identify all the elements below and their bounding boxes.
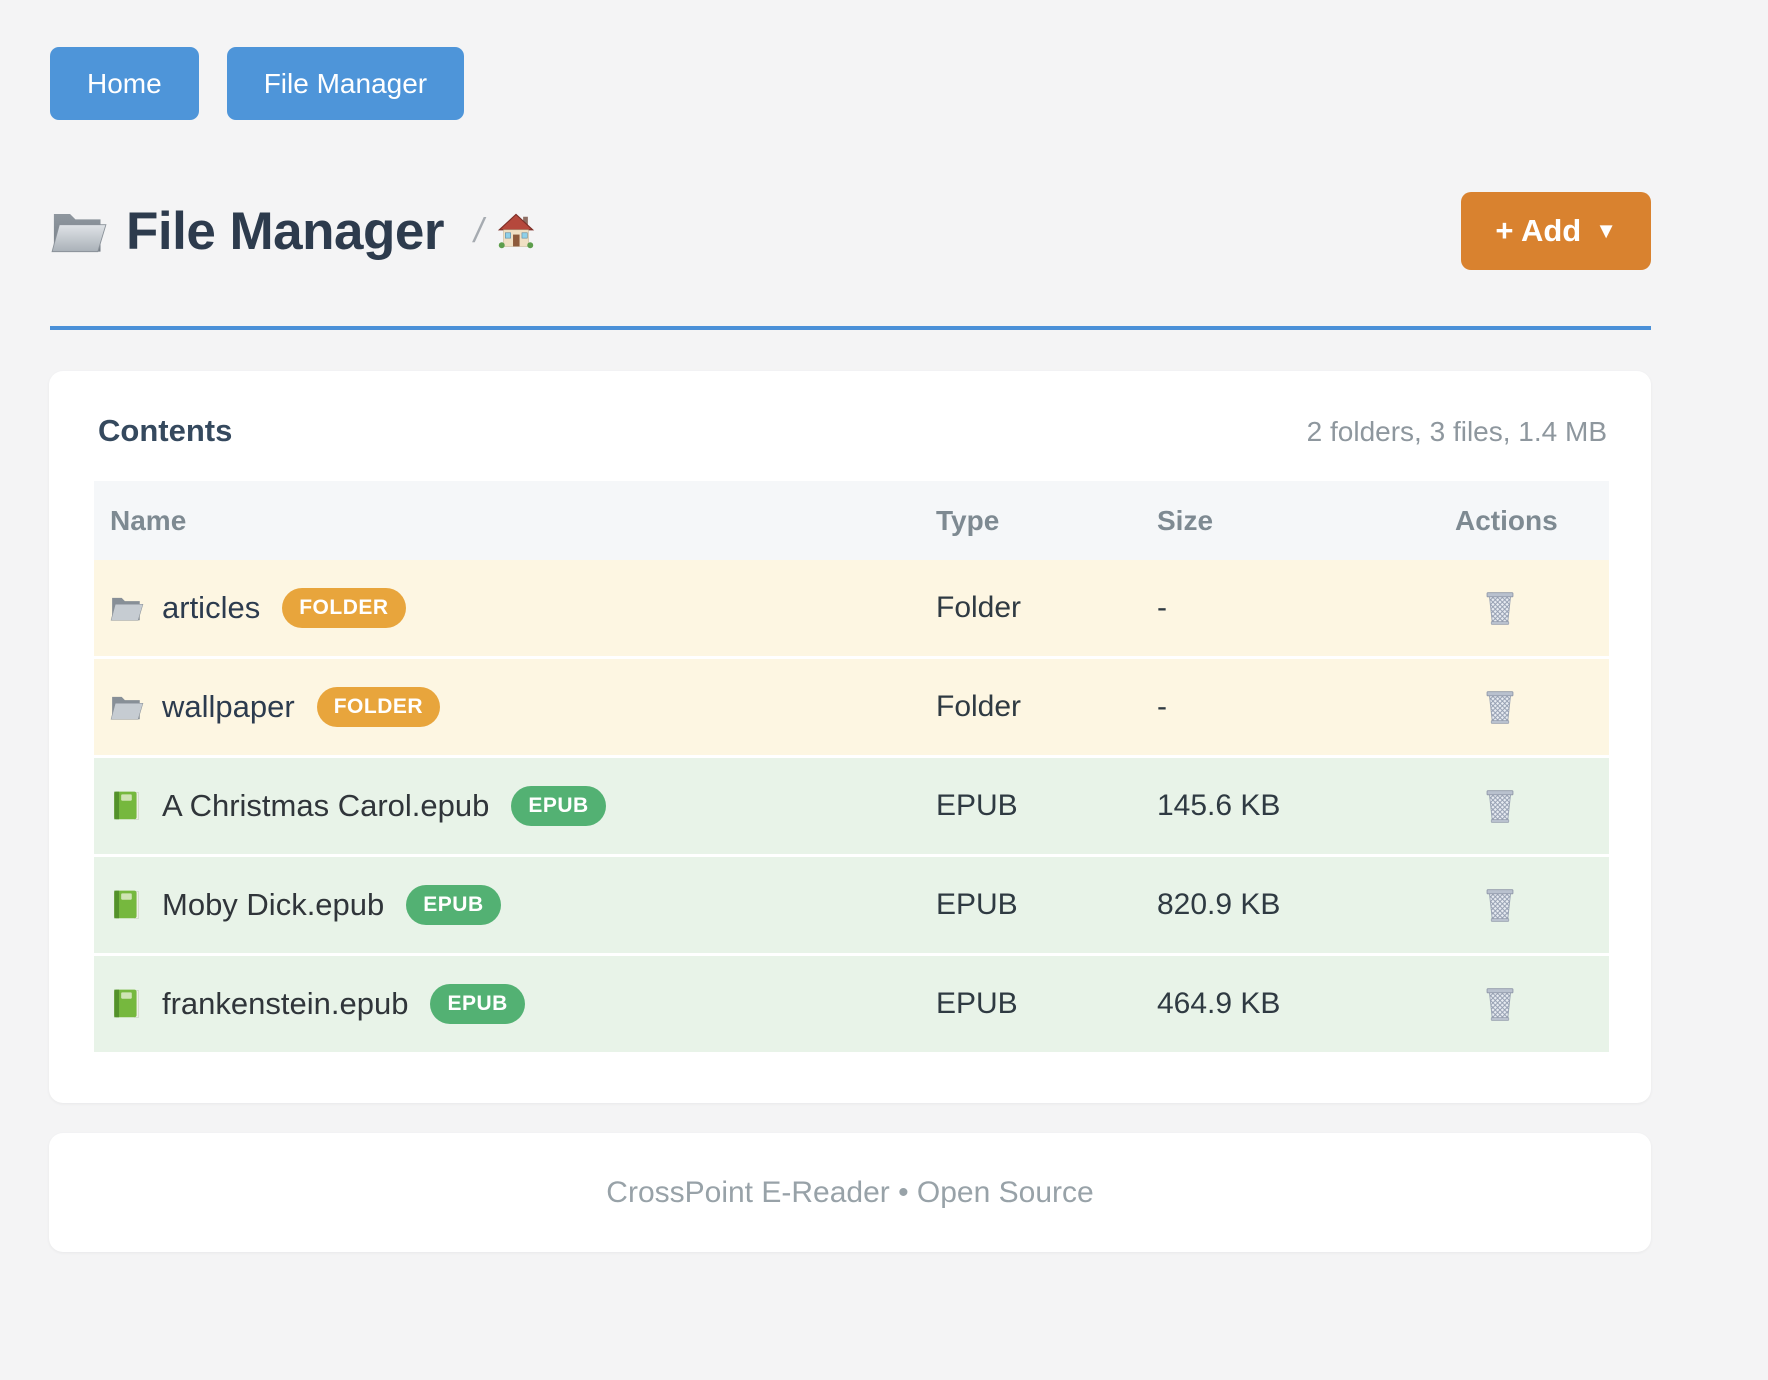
file-name[interactable]: articles <box>162 590 261 625</box>
delete-button[interactable] <box>1481 885 1519 925</box>
nav-file-manager-button[interactable]: File Manager <box>226 47 465 120</box>
file-size: - <box>1157 659 1441 758</box>
file-size: 145.6 KB <box>1157 758 1441 857</box>
file-name[interactable]: Moby Dick.epub <box>162 887 385 922</box>
house-icon[interactable] <box>497 212 535 250</box>
green-book-icon <box>110 790 144 822</box>
caret-down-icon: ▼ <box>1595 218 1617 243</box>
file-name[interactable]: frankenstein.epub <box>162 986 409 1021</box>
breadcrumb-separator: / <box>473 211 484 250</box>
table-row[interactable]: A Christmas Carol.epub EPUB EPUB 145.6 K… <box>94 758 1609 857</box>
contents-summary: 2 folders, 3 files, 1.4 MB <box>1306 416 1607 447</box>
file-type: Folder <box>936 659 1157 758</box>
column-header-size: Size <box>1157 481 1441 560</box>
table-row[interactable]: Moby Dick.epub EPUB EPUB 820.9 KB <box>94 857 1609 956</box>
file-name[interactable]: A Christmas Carol.epub <box>162 788 490 823</box>
type-badge: EPUB <box>430 984 525 1024</box>
file-size: - <box>1157 560 1441 659</box>
page-header: File Manager / + A <box>50 192 1651 270</box>
table-row[interactable]: frankenstein.epub EPUB EPUB 464.9 KB <box>94 956 1609 1055</box>
delete-button[interactable] <box>1481 687 1519 727</box>
add-button[interactable]: + Add ▼ <box>1461 192 1651 270</box>
title-group: File Manager / <box>50 201 535 262</box>
file-table-body: articles FOLDER Folder - <box>94 560 1609 1055</box>
folder-icon <box>110 592 144 624</box>
file-size: 464.9 KB <box>1157 956 1441 1055</box>
breadcrumb: / <box>474 212 535 251</box>
trash-icon <box>1481 984 1519 1024</box>
table-row[interactable]: articles FOLDER Folder - <box>94 560 1609 659</box>
trash-icon <box>1481 687 1519 727</box>
page-title: File Manager <box>126 201 444 261</box>
column-header-name: Name <box>94 481 936 560</box>
green-book-icon <box>110 988 144 1020</box>
table-row[interactable]: wallpaper FOLDER Folder - <box>94 659 1609 758</box>
footer: CrossPoint E-Reader • Open Source <box>49 1133 1651 1252</box>
header-divider <box>50 326 1651 330</box>
file-type: EPUB <box>936 956 1157 1055</box>
green-book-icon <box>110 889 144 921</box>
footer-text: CrossPoint E-Reader • Open Source <box>606 1175 1094 1209</box>
file-name-cell: articles FOLDER <box>94 588 936 628</box>
delete-button[interactable] <box>1481 588 1519 628</box>
delete-button[interactable] <box>1481 786 1519 826</box>
delete-button[interactable] <box>1481 984 1519 1024</box>
column-header-type: Type <box>936 481 1157 560</box>
file-name-cell: A Christmas Carol.epub EPUB <box>94 786 936 826</box>
trash-icon <box>1481 885 1519 925</box>
file-type: EPUB <box>936 857 1157 956</box>
table-header-row: Name Type Size Actions <box>94 481 1609 560</box>
file-name-cell: wallpaper FOLDER <box>94 687 936 727</box>
file-name[interactable]: wallpaper <box>162 689 295 724</box>
contents-card: Contents 2 folders, 3 files, 1.4 MB Name… <box>49 371 1651 1103</box>
type-badge: EPUB <box>511 786 606 826</box>
trash-icon <box>1481 786 1519 826</box>
type-badge: EPUB <box>406 885 501 925</box>
type-badge: FOLDER <box>282 588 406 628</box>
file-table: Name Type Size Actions <box>94 481 1609 1055</box>
file-type: Folder <box>936 560 1157 659</box>
nav-home-button[interactable]: Home <box>50 47 199 120</box>
type-badge: FOLDER <box>316 687 441 727</box>
folder-icon <box>110 691 144 723</box>
column-header-actions: Actions <box>1441 481 1609 560</box>
open-folder-icon <box>50 205 108 257</box>
file-name-cell: Moby Dick.epub EPUB <box>94 885 936 925</box>
top-nav: Home File Manager <box>0 0 1768 120</box>
add-button-label: + Add <box>1495 213 1582 248</box>
file-name-cell: frankenstein.epub EPUB <box>94 984 936 1024</box>
file-size: 820.9 KB <box>1157 857 1441 956</box>
contents-title: Contents <box>98 413 233 448</box>
file-type: EPUB <box>936 758 1157 857</box>
trash-icon <box>1481 588 1519 628</box>
contents-card-header: Contents 2 folders, 3 files, 1.4 MB <box>94 413 1609 449</box>
